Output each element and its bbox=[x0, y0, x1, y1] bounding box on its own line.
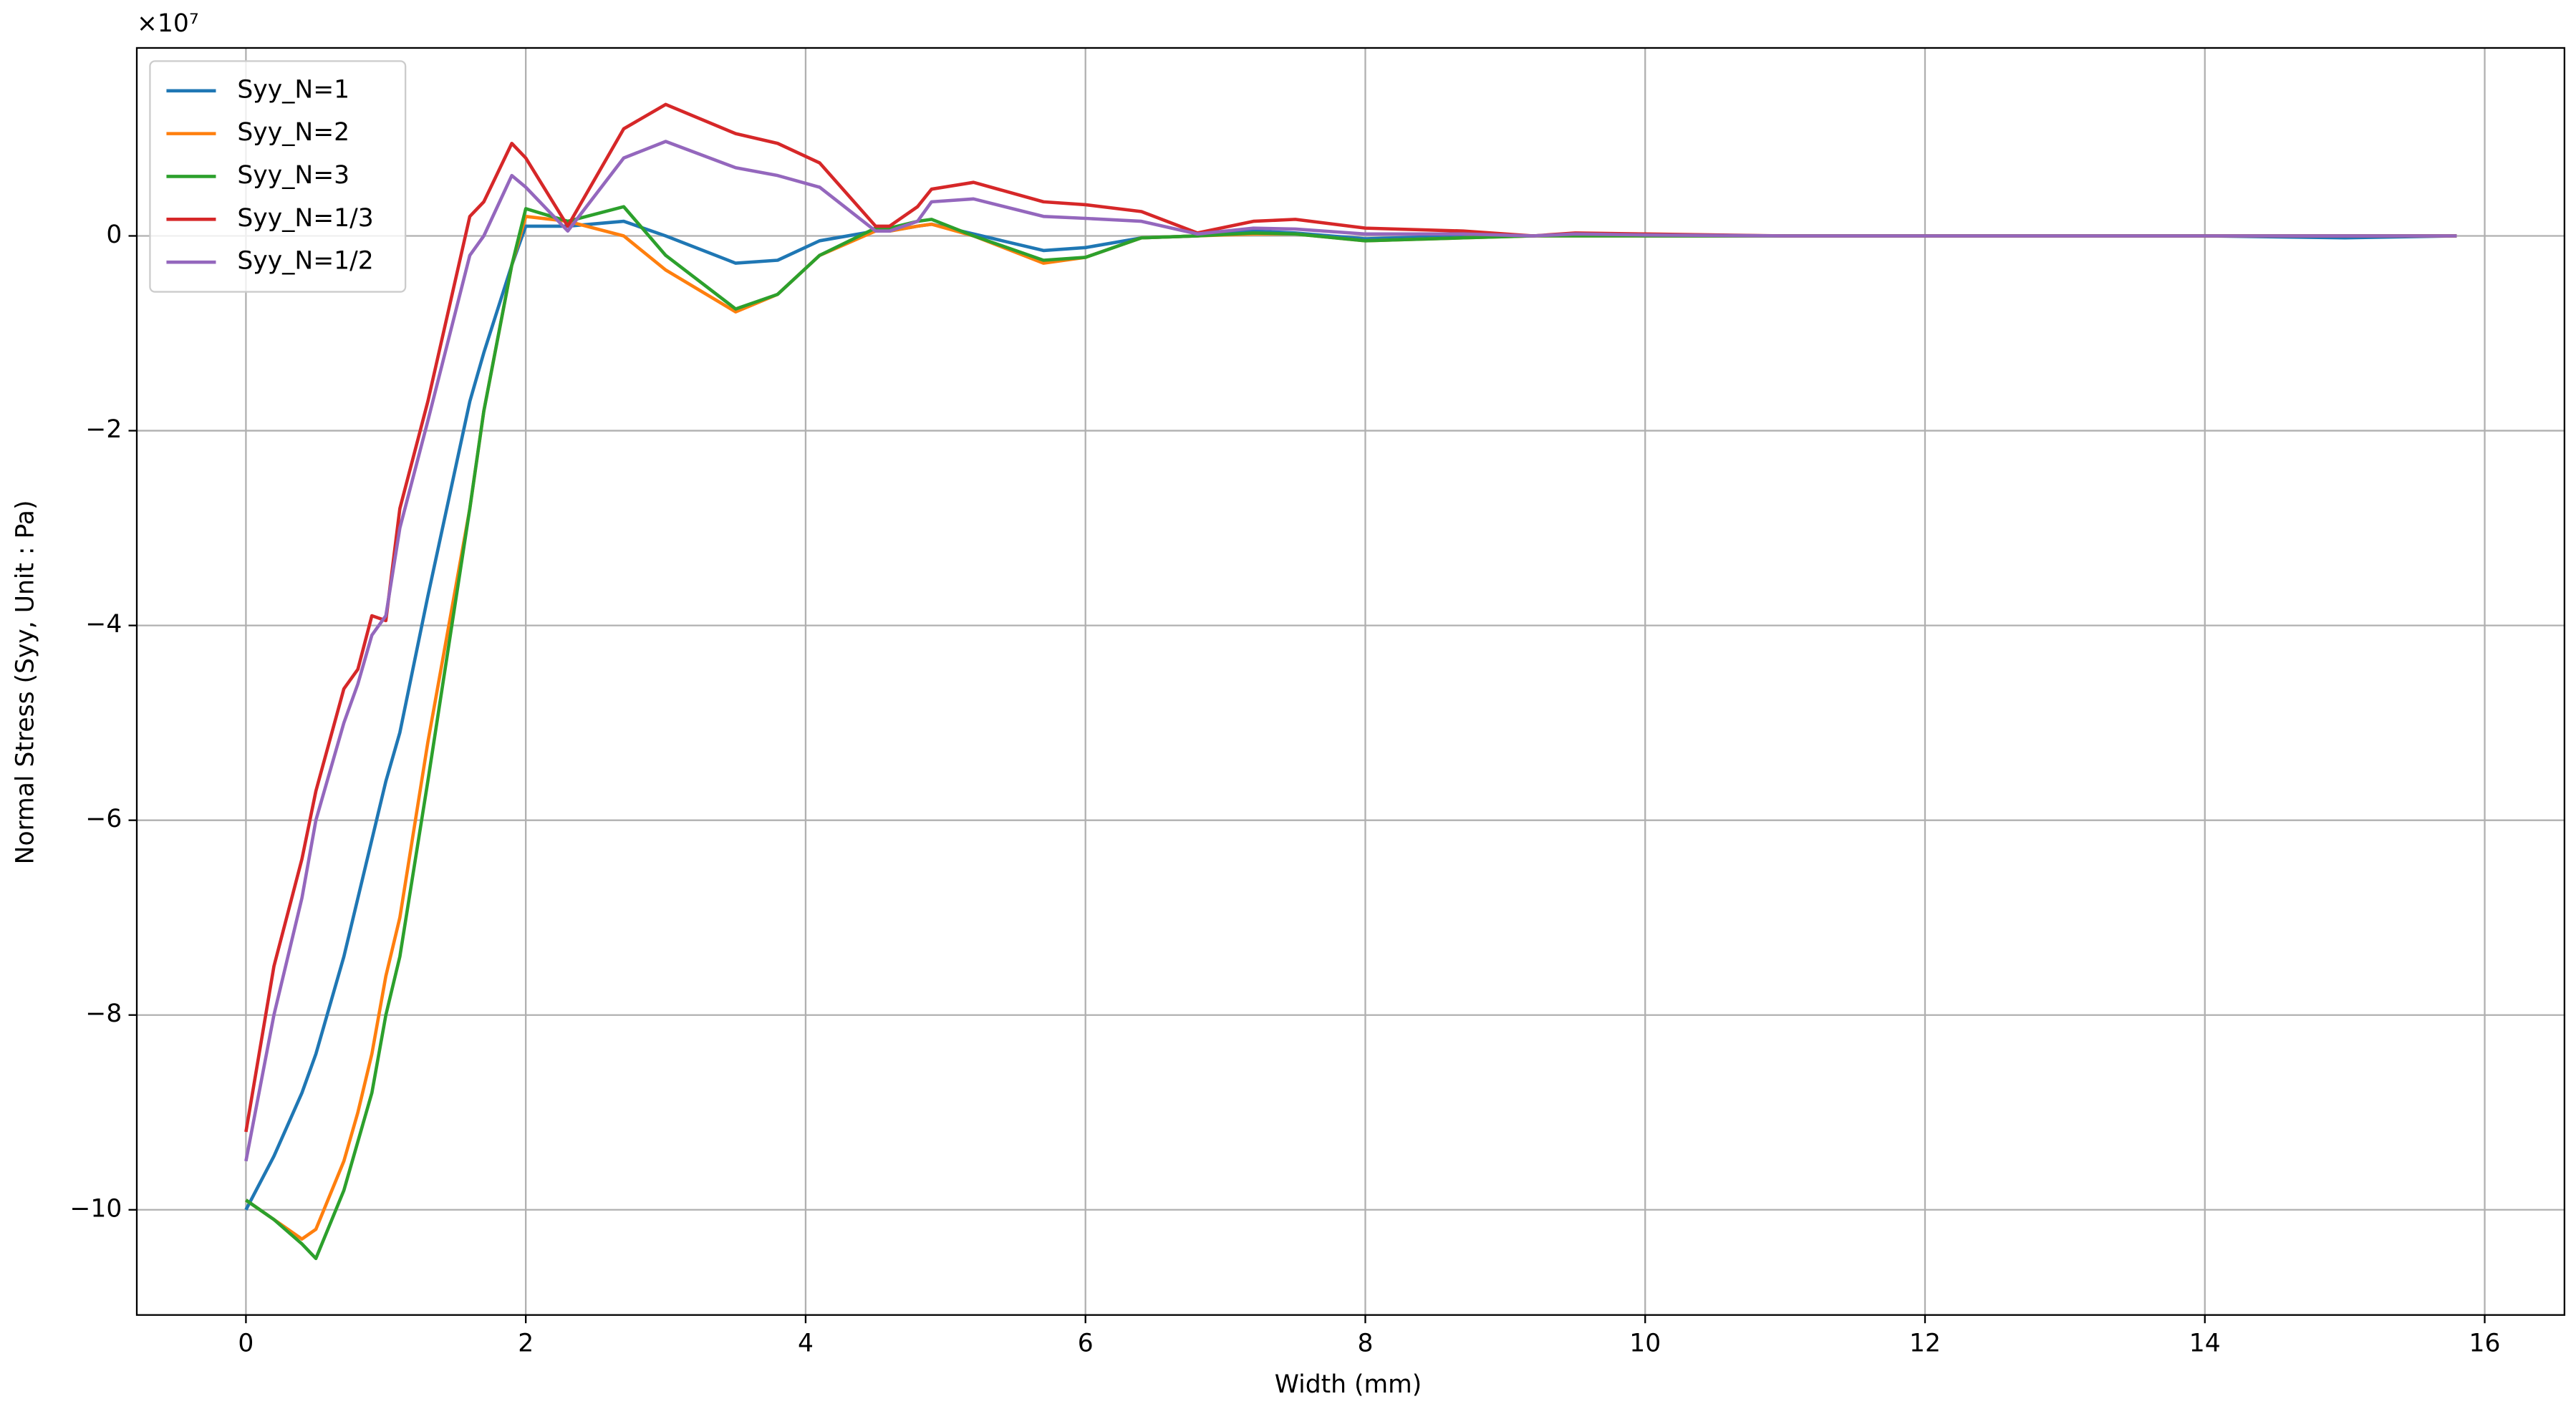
x-axis-label: Width (mm) bbox=[1275, 1370, 1422, 1399]
y-tick-label: −2 bbox=[85, 415, 122, 444]
x-tick-label: 12 bbox=[1909, 1330, 1941, 1358]
y-axis-label: Normal Stress (Syy, Unit : Pa) bbox=[11, 500, 39, 865]
x-tick-label: 0 bbox=[238, 1330, 254, 1358]
x-tick-label: 16 bbox=[2469, 1330, 2501, 1358]
legend-label: Syy_N=1 bbox=[237, 75, 349, 104]
legend-label: Syy_N=3 bbox=[237, 161, 349, 190]
x-tick-label: 14 bbox=[2189, 1330, 2221, 1358]
x-tick-label: 8 bbox=[1357, 1330, 1373, 1358]
y-tick-label: −6 bbox=[85, 805, 122, 833]
plot-frame bbox=[135, 47, 2566, 1316]
y-offset-text: ×10⁷ bbox=[137, 9, 199, 38]
data-line bbox=[244, 140, 2457, 1162]
x-tick-label: 10 bbox=[1629, 1330, 1661, 1358]
legend: Syy_N=1 Syy_N=2 Syy_N=3 Syy_N=1/3 Syy_N=1/2 bbox=[149, 60, 407, 293]
data-line bbox=[244, 219, 2457, 1211]
legend-label: Syy_N=2 bbox=[237, 118, 349, 147]
data-line bbox=[245, 214, 2457, 1241]
legend-label: Syy_N=1/3 bbox=[237, 204, 373, 233]
y-tick-label: 0 bbox=[106, 221, 122, 249]
data-line bbox=[245, 205, 2457, 1261]
data-line bbox=[244, 102, 2457, 1133]
y-tick-label: −10 bbox=[69, 1194, 122, 1223]
y-tick-label: −8 bbox=[85, 999, 122, 1028]
legend-box bbox=[149, 60, 407, 293]
x-tick-label: 2 bbox=[518, 1330, 534, 1358]
x-tick-label: 4 bbox=[798, 1330, 814, 1358]
legend-label: Syy_N=1/2 bbox=[237, 247, 373, 276]
x-tick-label: 6 bbox=[1078, 1330, 1094, 1358]
y-tick-label: −4 bbox=[85, 610, 122, 639]
